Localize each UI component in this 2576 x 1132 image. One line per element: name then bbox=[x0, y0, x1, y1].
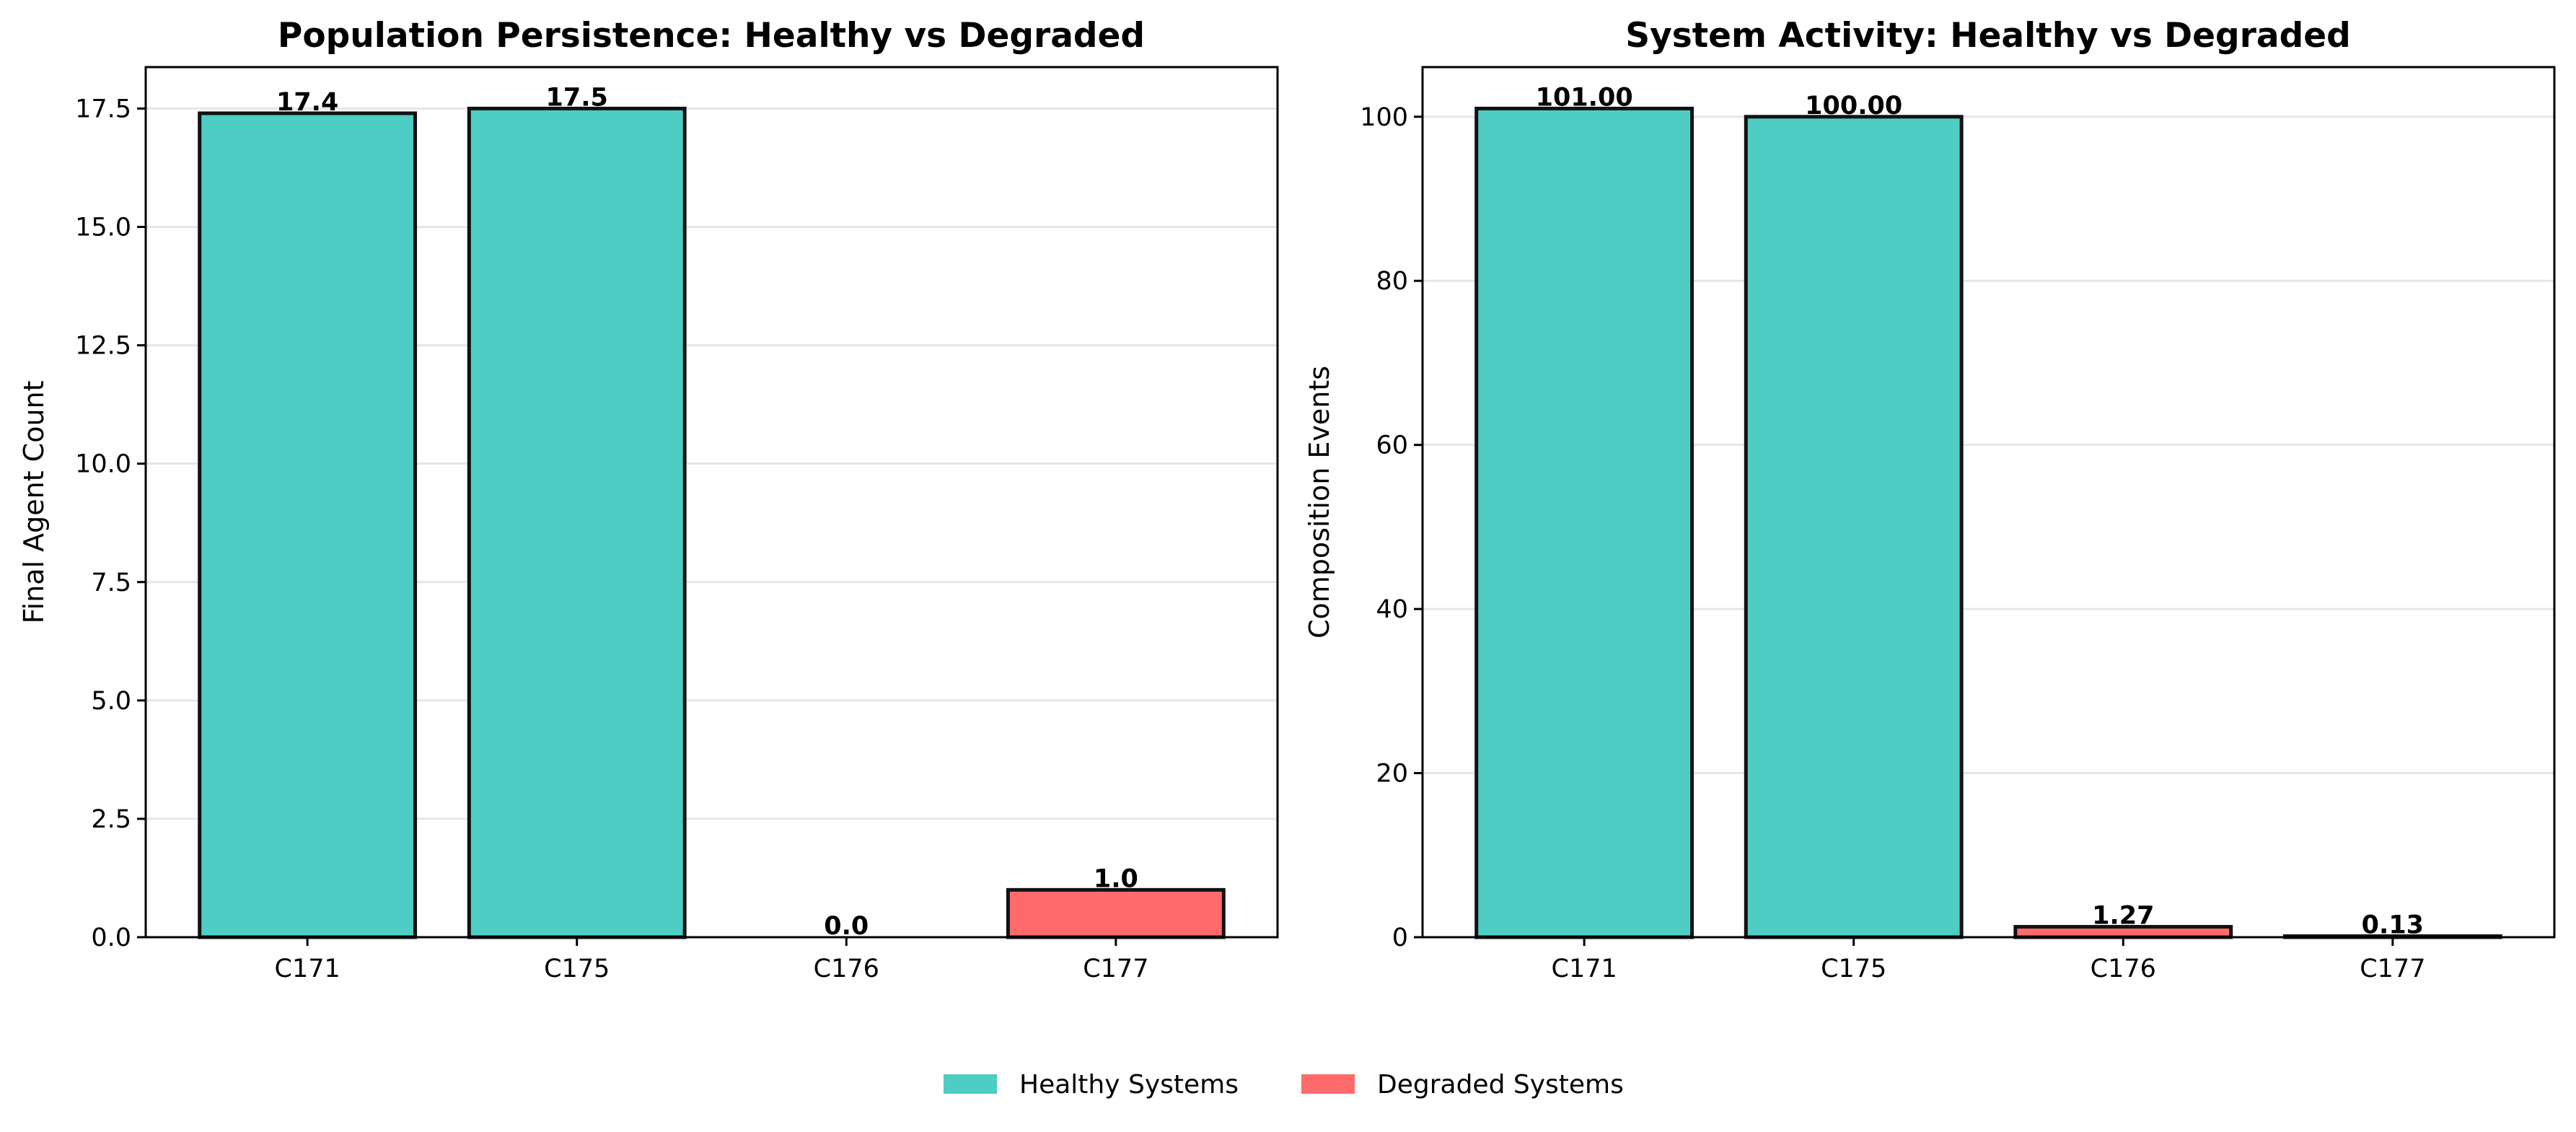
y-tick-label: 20 bbox=[1376, 760, 1408, 789]
y-tick-label: 2.5 bbox=[91, 805, 131, 834]
y-axis-ticks: 0 20 40 60 80 100 bbox=[1360, 103, 1423, 952]
data-label: 17.5 bbox=[546, 83, 608, 112]
x-tick-label: C177 bbox=[2360, 955, 2425, 983]
y-tick-label: 7.5 bbox=[91, 569, 131, 597]
data-label: 1.0 bbox=[1094, 864, 1138, 893]
plot-frame bbox=[1421, 66, 2556, 939]
y-tick-label: 12.5 bbox=[75, 332, 131, 361]
x-tick-label: C177 bbox=[1083, 955, 1148, 983]
legend-label-degraded: Degraded Systems bbox=[1377, 1070, 1624, 1100]
bar-c175 bbox=[1744, 115, 1964, 939]
y-tick-label: 17.5 bbox=[75, 95, 131, 123]
bar-c171 bbox=[1474, 106, 1694, 939]
legend-swatch-degraded bbox=[1301, 1074, 1355, 1094]
y-tick-label: 40 bbox=[1376, 595, 1408, 624]
y-axis-label: Final Agent Count bbox=[18, 380, 50, 623]
y-tick-label: 10.0 bbox=[75, 450, 131, 479]
data-label: 1.27 bbox=[2092, 902, 2154, 931]
data-label: 17.4 bbox=[276, 88, 338, 117]
chart-system-activity: 0 20 40 60 80 100 C171 C175 C176 C177 101.00 100.… bbox=[1304, 16, 2556, 983]
legend-label-healthy: Healthy Systems bbox=[1019, 1070, 1239, 1100]
bar-c175 bbox=[467, 106, 687, 939]
x-tick-label: C175 bbox=[1821, 955, 1886, 983]
data-label: 0.13 bbox=[2362, 911, 2424, 940]
bar-c177 bbox=[1006, 887, 1226, 939]
y-tick-label: 80 bbox=[1376, 267, 1408, 296]
x-tick-label: C176 bbox=[814, 955, 879, 983]
x-tick-label: C171 bbox=[275, 955, 340, 983]
data-label: 0.0 bbox=[824, 912, 869, 941]
x-tick-label: C176 bbox=[2091, 955, 2156, 983]
data-labels: 17.4 17.5 0.0 1.0 bbox=[276, 83, 1138, 941]
y-tick-label: 15.0 bbox=[75, 214, 131, 242]
legend: Healthy Systems Degraded Systems bbox=[944, 1070, 1624, 1100]
chart-title: System Activity: Healthy vs Degraded bbox=[1625, 16, 2351, 56]
y-axis-ticks: 0.0 2.5 5.0 7.5 10.0 12.5 15.0 17.5 bbox=[75, 95, 146, 952]
data-labels: 101.00 100.00 1.27 0.13 bbox=[1536, 83, 2424, 939]
y-tick-label: 5.0 bbox=[91, 687, 131, 716]
data-label: 100.00 bbox=[1805, 92, 1902, 120]
x-tick-label: C171 bbox=[1552, 955, 1617, 983]
chart-population-persistence: 0.02.55.07.510.012.515.017.5 C171 C175 C17… bbox=[18, 16, 1279, 983]
y-tick-label: 100 bbox=[1360, 103, 1408, 132]
legend-swatch-healthy bbox=[944, 1074, 997, 1094]
y-tick-label: 60 bbox=[1376, 431, 1408, 460]
bars bbox=[1474, 106, 2502, 939]
y-tick-label: 0.0 bbox=[91, 923, 131, 952]
chart-title: Population Persistence: Healthy vs Degra… bbox=[278, 16, 1145, 56]
plot-frame bbox=[144, 66, 1279, 939]
y-axis-label: Composition Events bbox=[1304, 366, 1335, 639]
x-axis-ticks: C171 C175 C176 C177 bbox=[275, 937, 1148, 983]
x-axis-ticks: C171 C175 C176 C177 bbox=[1552, 937, 2425, 983]
data-label: 101.00 bbox=[1536, 83, 1633, 112]
x-tick-label: C175 bbox=[544, 955, 610, 983]
y-tick-label: 0 bbox=[1392, 923, 1408, 952]
bar-c171 bbox=[198, 111, 418, 939]
